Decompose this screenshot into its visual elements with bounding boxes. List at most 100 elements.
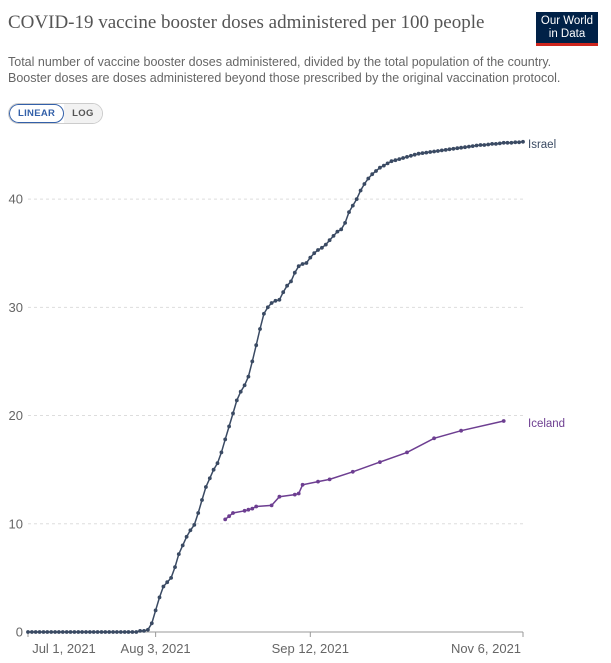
israel-point [277, 297, 282, 302]
israel-point [416, 151, 421, 156]
israel-point [378, 165, 382, 170]
israel-line [28, 141, 524, 633]
iceland-point [227, 514, 232, 519]
israel-point [122, 630, 127, 634]
israel-point [173, 565, 177, 569]
y-tick-label: 30 [9, 300, 23, 315]
israel-point [165, 580, 170, 585]
iceland-point [223, 517, 228, 522]
israel-point [350, 203, 355, 208]
israel-point [231, 411, 235, 416]
israel-point [381, 163, 386, 168]
israel-point [509, 140, 514, 145]
israel-point [273, 298, 278, 303]
x-tick-label: Nov 6, 2021 [451, 641, 521, 656]
israel-point [296, 264, 301, 269]
logo-line-2: in Data [548, 28, 586, 40]
israel-point [447, 147, 452, 152]
israel-point [126, 630, 131, 634]
israel-point [385, 161, 390, 166]
israel-point [30, 630, 34, 634]
israel-point [428, 150, 433, 154]
israel-point [88, 630, 92, 634]
israel-point [130, 630, 135, 634]
israel-point [470, 144, 475, 149]
israel-point [262, 311, 266, 316]
israel-point [405, 155, 409, 159]
y-tick-label: 40 [9, 192, 23, 207]
israel-point [157, 595, 162, 600]
israel-point [494, 142, 498, 146]
iceland-line [224, 420, 504, 520]
israel-point [107, 630, 112, 634]
israel-point [204, 485, 208, 489]
iceland-point [242, 508, 247, 513]
iceland-point [269, 503, 274, 508]
israel-point [254, 343, 259, 348]
israel-point [111, 630, 115, 634]
israel-point [312, 251, 317, 256]
israel-point [436, 149, 440, 153]
logo-line-1: Our World [540, 15, 594, 27]
israel-point [497, 141, 502, 146]
israel-point [118, 630, 123, 634]
israel-point [269, 301, 274, 305]
x-tick-label: Sep 12, 2021 [272, 641, 349, 656]
israel-point [169, 576, 174, 580]
israel-point [219, 450, 224, 455]
y-tick-label: 10 [9, 516, 23, 531]
scale-toggle[interactable]: LINEAR LOG [8, 103, 103, 124]
israel-point [180, 543, 185, 548]
israel-point [292, 270, 297, 275]
linear-scale-button[interactable]: LINEAR [9, 104, 65, 123]
israel-point [521, 139, 525, 144]
israel-point [188, 528, 193, 533]
israel-point [474, 143, 479, 148]
iceland-point [327, 477, 332, 482]
iceland-point [246, 507, 251, 512]
israel-point [443, 148, 448, 152]
israel-point [420, 151, 425, 156]
israel-point [26, 630, 30, 634]
israel-point [246, 374, 251, 379]
israel-point [53, 630, 57, 634]
israel-point [192, 523, 197, 527]
israel-point [463, 145, 467, 150]
israel-point [374, 169, 378, 173]
israel-point [490, 142, 494, 146]
israel-point [327, 238, 332, 243]
israel-point [215, 461, 220, 466]
israel-point [389, 159, 394, 164]
our-world-in-data-logo[interactable]: Our World in Data [536, 12, 598, 46]
israel-point [505, 140, 510, 145]
israel-point [401, 156, 405, 160]
israel-point [339, 227, 344, 232]
israel-point [366, 176, 371, 181]
israel-point [397, 157, 402, 162]
israel-point [223, 437, 228, 442]
y-tick-label: 20 [9, 408, 23, 423]
israel-point [501, 140, 506, 145]
israel-point [486, 142, 491, 147]
iceland-point [459, 428, 463, 433]
israel-point [285, 283, 289, 288]
israel-point [200, 498, 204, 502]
israel-point [68, 630, 73, 634]
israel-point [478, 143, 483, 147]
iceland-point [405, 450, 409, 455]
israel-point [409, 153, 413, 158]
log-scale-button[interactable]: LOG [64, 104, 102, 123]
israel-point [227, 424, 232, 429]
israel-point [424, 150, 429, 155]
israel-point [451, 146, 456, 151]
israel-point [354, 197, 359, 202]
israel-point [517, 140, 521, 145]
israel-point [95, 630, 100, 634]
israel-point [439, 148, 444, 153]
chart-title: COVID-19 vaccine booster doses administe… [8, 12, 485, 33]
israel-point [149, 621, 154, 626]
israel-point [41, 630, 46, 634]
iceland-point [254, 504, 259, 509]
israel-point [138, 629, 143, 633]
